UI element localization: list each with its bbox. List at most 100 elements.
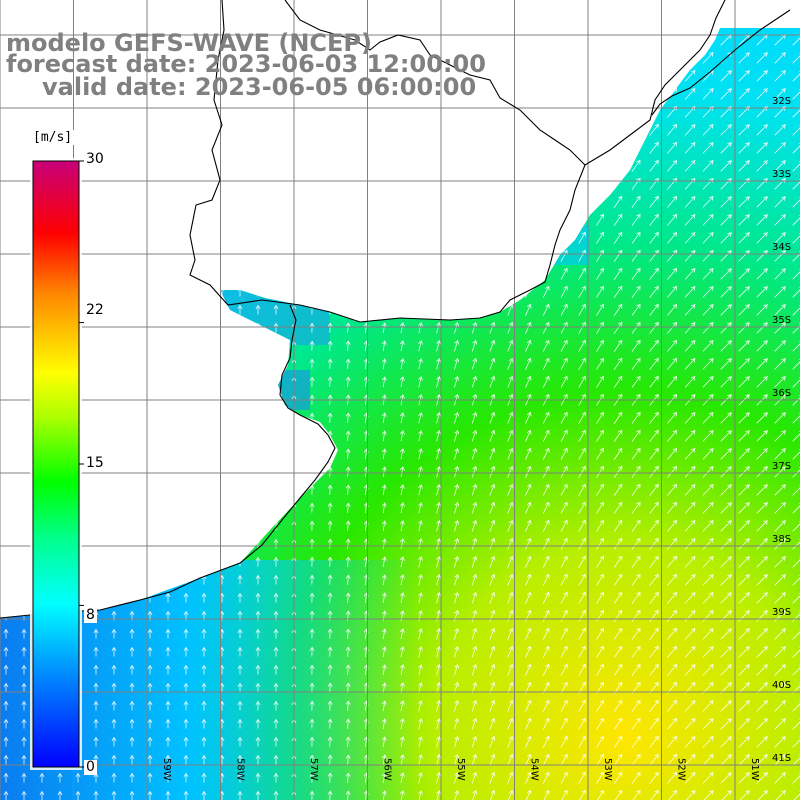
wind-arrow bbox=[774, 574, 786, 586]
wind-arrow bbox=[75, 772, 81, 783]
wind-arrow bbox=[345, 736, 351, 747]
wind-arrow bbox=[631, 555, 641, 568]
wind-arrow bbox=[237, 682, 243, 693]
wind-arrow bbox=[381, 574, 387, 586]
wind-arrow bbox=[702, 610, 714, 622]
wind-arrow bbox=[399, 574, 405, 586]
wind-arrow bbox=[93, 628, 99, 639]
wind-arrow bbox=[792, 250, 800, 262]
wind-arrow bbox=[3, 682, 9, 693]
wind-arrow bbox=[345, 646, 351, 657]
wind-arrow bbox=[489, 501, 496, 514]
wind-arrow bbox=[381, 538, 387, 550]
wind-arrow bbox=[525, 609, 532, 622]
wind-arrow bbox=[21, 682, 27, 693]
wind-arrow bbox=[738, 538, 750, 550]
wind-arrow bbox=[436, 609, 441, 622]
wind-arrow bbox=[381, 322, 387, 334]
wind-arrow bbox=[792, 124, 800, 136]
wind-arrow bbox=[489, 717, 496, 730]
wind-arrow bbox=[596, 357, 604, 370]
wind-arrow bbox=[667, 231, 678, 244]
wind-arrow bbox=[147, 772, 153, 783]
wind-arrow bbox=[613, 735, 623, 748]
wind-arrow bbox=[327, 628, 333, 639]
wind-arrow bbox=[399, 412, 405, 424]
wind-arrow bbox=[381, 628, 387, 640]
wind-arrow bbox=[255, 574, 261, 585]
wind-arrow bbox=[613, 573, 623, 586]
wind-arrow bbox=[738, 574, 750, 586]
wind-arrow bbox=[418, 682, 423, 694]
wind-arrow bbox=[756, 664, 768, 676]
wind-arrow bbox=[111, 664, 117, 675]
wind-arrow bbox=[631, 321, 641, 334]
wind-arrow bbox=[345, 718, 351, 729]
wind-arrow bbox=[345, 448, 351, 459]
colorbar-tick-marks bbox=[79, 160, 84, 768]
wind-arrow bbox=[436, 501, 441, 514]
wind-arrow bbox=[345, 340, 351, 351]
wind-arrow bbox=[684, 664, 696, 676]
wind-arrow bbox=[507, 501, 514, 514]
wind-arrow bbox=[613, 195, 623, 208]
wind-arrow bbox=[542, 663, 550, 676]
wind-arrow bbox=[578, 591, 586, 604]
wind-arrow bbox=[471, 699, 478, 712]
wind-arrow bbox=[309, 574, 315, 585]
wind-arrow bbox=[489, 663, 496, 676]
wind-arrow bbox=[774, 160, 786, 172]
wind-arrow bbox=[792, 610, 800, 622]
wind-arrow bbox=[613, 411, 623, 424]
wind-arrow bbox=[418, 592, 423, 604]
wind-arrow bbox=[596, 321, 604, 334]
wind-arrow bbox=[525, 573, 532, 586]
wind-arrow bbox=[345, 574, 351, 585]
wind-arrow bbox=[255, 628, 261, 639]
wind-arrow bbox=[327, 484, 333, 495]
wind-arrow bbox=[454, 717, 460, 730]
longitude-label: 53W bbox=[602, 758, 613, 781]
wind-arrow bbox=[792, 754, 800, 766]
wind-arrow bbox=[792, 466, 800, 478]
wind-arrow bbox=[471, 519, 478, 532]
longitude-label: 56W bbox=[382, 758, 393, 781]
wind-arrow bbox=[756, 628, 768, 640]
wind-arrow bbox=[93, 700, 99, 711]
wind-arrow bbox=[684, 412, 696, 424]
wind-arrow bbox=[237, 646, 243, 657]
wind-arrow bbox=[21, 628, 27, 639]
wind-arrow bbox=[183, 664, 189, 675]
wind-arrow bbox=[147, 628, 153, 639]
wind-arrow bbox=[684, 376, 696, 388]
wind-arrow bbox=[418, 646, 423, 658]
wind-arrow bbox=[273, 538, 279, 549]
wind-arrow bbox=[684, 124, 696, 136]
wind-arrow bbox=[684, 646, 696, 658]
wind-arrow bbox=[436, 411, 441, 424]
wind-arrow bbox=[75, 790, 81, 800]
wind-arrow bbox=[201, 646, 207, 657]
wind-arrow bbox=[436, 753, 441, 766]
wind-arrow bbox=[93, 682, 99, 693]
wind-arrow bbox=[596, 213, 604, 226]
wind-arrow bbox=[756, 376, 768, 388]
wind-arrow bbox=[309, 502, 315, 513]
wind-arrow bbox=[720, 340, 732, 352]
longitude-label: 59W bbox=[161, 758, 172, 781]
wind-arrow bbox=[436, 429, 441, 442]
latitude-label: 35S bbox=[772, 315, 791, 326]
wind-arrow bbox=[507, 411, 514, 424]
wind-arrow bbox=[381, 520, 387, 532]
wind-arrow bbox=[21, 754, 27, 765]
longitude-label: 54W bbox=[529, 758, 540, 781]
wind-arrow bbox=[255, 646, 261, 657]
wind-arrow bbox=[631, 429, 641, 442]
wind-arrow bbox=[631, 285, 641, 298]
wind-arrow bbox=[756, 232, 768, 244]
wind-arrow bbox=[542, 573, 550, 586]
wind-arrow bbox=[454, 663, 460, 676]
wind-arrow bbox=[613, 609, 623, 622]
wind-arrow bbox=[649, 123, 659, 136]
wind-arrow bbox=[738, 196, 750, 208]
